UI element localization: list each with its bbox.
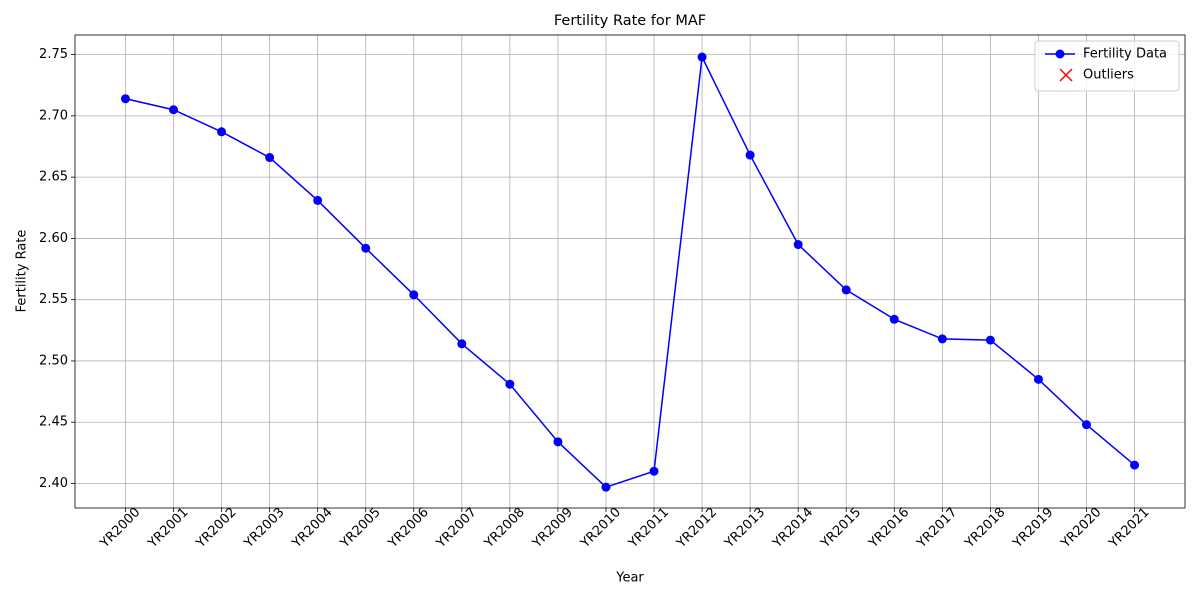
data-point (889, 314, 899, 324)
data-point (1130, 460, 1140, 470)
x-tick-label: YR2011 (625, 505, 672, 552)
y-tick-label: 2.70 (39, 108, 68, 123)
x-tick-label: YR2002 (193, 505, 240, 552)
x-tick-label: YR2010 (577, 505, 624, 552)
data-point (217, 127, 227, 137)
x-tick-label: YR2005 (337, 505, 384, 552)
data-point (601, 482, 611, 492)
legend: Fertility Data Outliers (1034, 40, 1180, 92)
x-tick-label: YR2013 (721, 505, 768, 552)
y-tick-label: 2.75 (39, 47, 68, 62)
data-point (745, 150, 755, 160)
x-axis-label: Year (615, 571, 644, 586)
x-tick-label: YR2009 (529, 505, 576, 552)
data-point (409, 290, 419, 300)
x-tick-label: YR2003 (241, 505, 288, 552)
y-axis-label: Fertility Rate (15, 230, 30, 313)
x-tick-label: YR2014 (769, 505, 816, 552)
data-point (265, 153, 275, 163)
x-tick-label: YR2018 (962, 505, 1009, 552)
plot-frame (74, 34, 1186, 509)
data-point (697, 52, 707, 62)
x-tick-label: YR2016 (866, 505, 913, 552)
y-tick-label: 2.55 (39, 292, 68, 307)
y-tick-label: 2.45 (39, 415, 68, 430)
data-point (505, 379, 515, 389)
data-point (841, 285, 851, 295)
data-point (649, 466, 659, 476)
data-point (361, 243, 371, 253)
chart-title: Fertility Rate for MAF (554, 13, 706, 29)
data-point (937, 334, 947, 344)
x-tick-label: YR2000 (97, 505, 144, 552)
x-tick-label: YR2008 (481, 505, 528, 552)
legend-label: Outliers (1083, 68, 1134, 83)
data-point (1081, 420, 1091, 430)
legend-marker (1059, 68, 1073, 82)
x-tick-label: YR2007 (433, 505, 480, 552)
x-tick-label: YR2004 (289, 505, 336, 552)
x-tick-label: YR2019 (1010, 505, 1057, 552)
data-point (553, 437, 563, 447)
legend-marker (1055, 49, 1065, 59)
x-tick-label: YR2001 (145, 505, 192, 552)
data-point (313, 195, 323, 205)
y-tick-label: 2.40 (39, 476, 68, 491)
x-tick-label: YR2015 (818, 505, 865, 552)
y-tick-label: 2.60 (39, 231, 68, 246)
data-line (125, 54, 1136, 489)
data-point (1033, 374, 1043, 384)
data-point (120, 94, 130, 104)
y-tick-label: 2.65 (39, 170, 68, 185)
x-tick-label: YR2020 (1058, 505, 1105, 552)
y-tick-label: 2.50 (39, 353, 68, 368)
data-point (985, 335, 995, 345)
x-tick-label: YR2021 (1106, 505, 1153, 552)
legend-label: Fertility Data (1083, 47, 1167, 62)
data-point (457, 339, 467, 349)
x-tick-label: YR2006 (385, 505, 432, 552)
x-tick-label: YR2012 (673, 505, 720, 552)
x-tick-label: YR2017 (914, 505, 961, 552)
data-point (169, 105, 179, 115)
data-point (793, 240, 803, 250)
